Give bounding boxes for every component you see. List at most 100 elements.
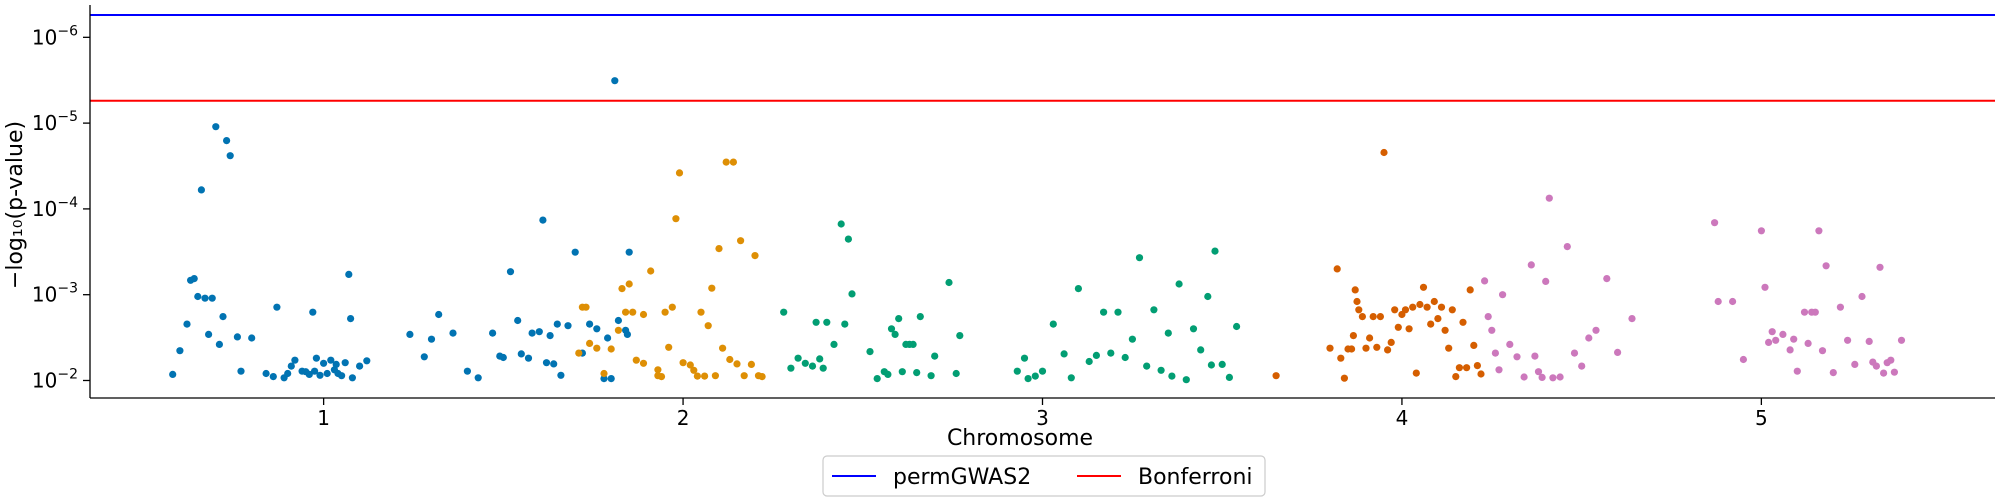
point-chr4-10: [1358, 313, 1366, 321]
point-chr4-8: [1353, 297, 1361, 306]
point-chr4-37: [1455, 364, 1463, 372]
point-chr2-26: [708, 284, 716, 292]
y-tick-label-1: 10−3: [32, 281, 78, 307]
point-chr4-5-46: [1836, 303, 1844, 311]
point-chr4-6: [1349, 332, 1357, 340]
point-chr4-5-3: [1491, 349, 1499, 357]
point-chr3-62: [1225, 373, 1233, 381]
point-chr4-32: [1437, 303, 1446, 311]
point-chr4-5-21: [1592, 326, 1600, 334]
point-chr4-5-9: [1527, 261, 1535, 269]
point-chr2-22: [693, 372, 702, 380]
point-chr4-40: [1466, 286, 1474, 294]
x-tick-label-3: 4: [1396, 406, 1409, 430]
point-chr4-39: [1463, 364, 1471, 372]
point-chr2-33: [733, 360, 741, 368]
point-chr1-10: [212, 123, 220, 131]
point-chr3-5: [812, 318, 820, 326]
point-chr1-52: [489, 329, 497, 337]
point-chr1-51: [474, 374, 482, 382]
point-chr2-25: [704, 322, 712, 330]
point-chr4-19: [1391, 306, 1399, 314]
point-chr4-17: [1384, 346, 1392, 354]
point-chr1-34: [327, 356, 335, 364]
point-chr4-28: [1423, 303, 1431, 311]
point-chr3-0: [780, 308, 788, 316]
point-chr1-0: [169, 370, 177, 378]
y-tick-label-2: 10−4: [32, 195, 78, 221]
point-chr1-27: [305, 370, 313, 378]
point-chr4-11: [1362, 344, 1370, 352]
point-chr1-79: [625, 248, 633, 256]
point-chr2-4: [593, 344, 601, 352]
point-chr3-17: [884, 370, 892, 378]
point-chr3-58: [1204, 292, 1212, 301]
point-chr3-6: [816, 355, 824, 363]
point-chr1-18: [262, 369, 270, 378]
point-chr1-7: [201, 294, 209, 302]
point-chr3-15: [873, 375, 881, 383]
point-chr1-58: [524, 354, 533, 362]
point-chr2-0: [575, 349, 583, 357]
point-chr4-5-41: [1811, 308, 1819, 316]
point-chr4-5-36: [1790, 335, 1798, 343]
point-chr2-9: [622, 308, 630, 316]
point-chr1-15: [233, 333, 241, 341]
point-chr4-5-56: [1887, 356, 1895, 364]
point-chr3-38: [1060, 350, 1068, 358]
point-chr3-46: [1121, 353, 1129, 362]
point-chr1-29: [311, 367, 319, 375]
point-chr1-66: [557, 371, 565, 379]
point-chr4-5-53: [1876, 263, 1884, 271]
point-chr3-13: [848, 290, 856, 298]
point-chr1-64: [550, 360, 558, 368]
point-chr4-5-1: [1484, 313, 1492, 321]
point-chr2-16: [668, 303, 676, 311]
point-chr2-27: [711, 372, 720, 380]
point-chr3-28: [931, 352, 939, 360]
point-chr3-34: [1024, 375, 1032, 383]
point-chr1-17: [248, 334, 256, 342]
point-chr4-25: [1412, 369, 1420, 377]
point-chr3-52: [1164, 329, 1172, 337]
point-chr2-5: [600, 369, 608, 378]
threshold-lines: [90, 14, 1995, 102]
point-chr4-29: [1427, 320, 1435, 328]
y-tick-label-0: 10−2: [32, 366, 78, 392]
point-chr4-5-12: [1538, 373, 1546, 381]
point-chr1-72: [600, 375, 608, 383]
point-chr1-62: [542, 359, 551, 367]
point-chr3-57: [1197, 346, 1205, 354]
point-chr4-31: [1434, 315, 1442, 323]
point-chr4-34: [1445, 344, 1453, 352]
point-chr3-44: [1107, 349, 1115, 357]
x-axis-label: Chromosome: [947, 426, 1093, 451]
point-chr4-35: [1448, 306, 1456, 314]
point-chr1-67: [564, 322, 572, 330]
point-chr3-24: [909, 340, 917, 348]
point-chr1-63: [546, 332, 554, 340]
point-chr3-9: [830, 340, 838, 348]
point-chr4-5-4: [1495, 366, 1503, 374]
point-chr3-39: [1067, 374, 1075, 382]
point-chr4-5-42: [1815, 227, 1823, 235]
point-chr1-12: [219, 313, 227, 321]
point-chr2-29: [719, 344, 727, 352]
point-chr3-32: [1013, 367, 1021, 375]
point-chr1-59: [528, 329, 536, 337]
point-chr1-36: [332, 360, 340, 368]
point-chr3-3: [801, 359, 809, 367]
point-chr2-10: [625, 280, 633, 288]
point-chr1-32: [320, 359, 328, 367]
point-chr4-5-0: [1481, 277, 1489, 285]
legend: permGWAS2 Bonferroni: [822, 455, 1266, 497]
point-chr3-25: [913, 369, 921, 377]
point-chr1-54: [499, 353, 507, 362]
point-chr1-65: [553, 320, 561, 328]
point-chr3-45: [1114, 308, 1122, 316]
point-chr3-53: [1168, 372, 1176, 380]
point-chr2-21: [690, 366, 698, 374]
legend-bonferroni-label: Bonferroni: [1138, 465, 1253, 490]
point-chr4-12: [1366, 334, 1374, 342]
point-chr3-21: [898, 368, 906, 376]
